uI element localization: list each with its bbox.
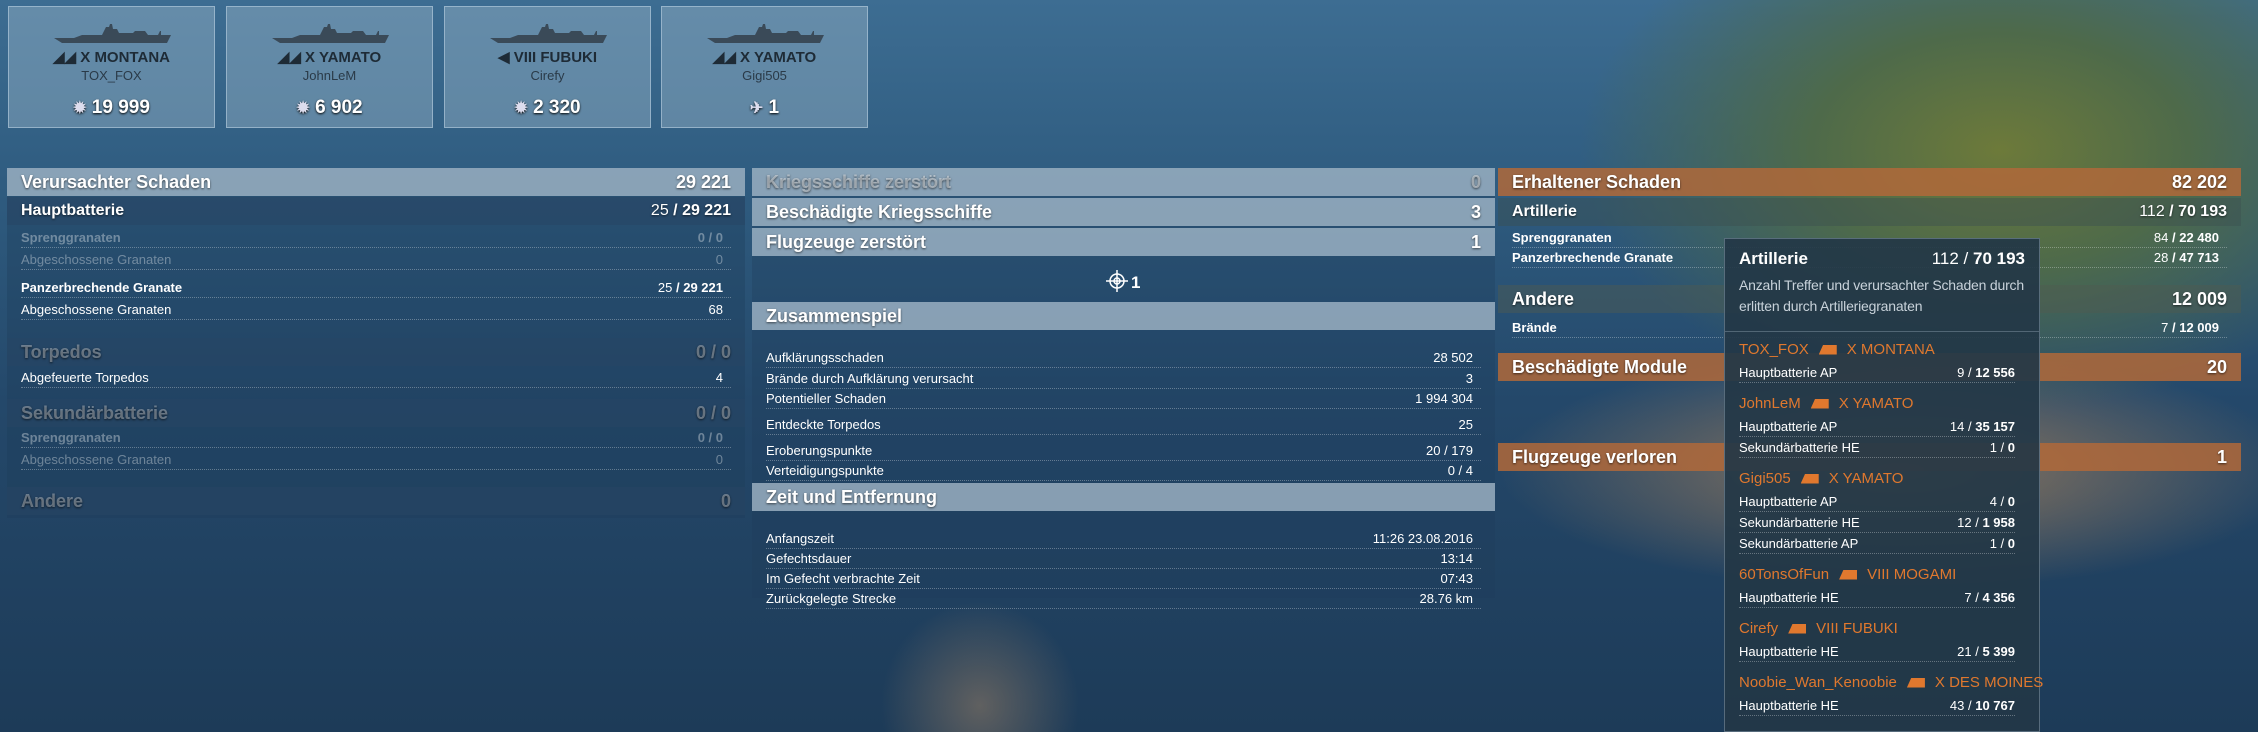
tooltip-player: Gigi505 X YAMATO <box>1739 470 1904 487</box>
ship-class-icon <box>1810 398 1829 409</box>
ship-silhouette-icon <box>272 24 389 43</box>
tooltip-row: Hauptbatterie AP 9 / 12 556 <box>1739 363 2015 383</box>
planes-destroyed-row: Flugzeuge zerstört 1 <box>752 228 1495 256</box>
ship-silhouette-icon <box>707 24 824 43</box>
secondary-header: Sekundärbatterie 0 / 0 <box>7 399 745 427</box>
sec-he-row: Sprenggranaten 0 / 0 <box>21 428 731 448</box>
damage-burst-icon: ✹ <box>73 100 87 117</box>
teamplay-row: Aufklärungsschaden 28 502 <box>766 348 1481 368</box>
player-name: TOX_FOX <box>81 68 142 83</box>
ship-name: ◀ VIII FUBUKI <box>497 49 598 66</box>
teamplay-row: Entdeckte Torpedos 25 <box>766 415 1481 435</box>
combat-panel: Kriegsschiffe zerstört 0 Beschädigte Krie… <box>752 168 1495 609</box>
ship-class-icon: ◢◢ <box>53 49 77 66</box>
ships-damaged-row: Beschädigte Kriegsschiffe 3 <box>752 198 1495 226</box>
damage-burst-icon: ✹ <box>296 100 310 117</box>
ribbon-stat: ✈ 1 <box>749 97 780 118</box>
damage-dealt-panel: Verursachter Schaden 29 221 Hauptbatterie… <box>7 168 745 518</box>
value: 25 / 29 221 <box>650 202 731 219</box>
teamplay-row: Eroberungspunkte 20 / 179 <box>766 441 1481 461</box>
ship-class-icon <box>1788 623 1807 634</box>
damage-burst-icon: ✹ <box>514 100 528 117</box>
ribbon-card[interactable]: ◀ VIII FUBUKI Cirefy ✹ 2 320 <box>444 6 651 128</box>
ship-silhouette-icon <box>490 24 607 43</box>
label: Verursachter Schaden <box>21 171 212 192</box>
ap-fired-row: Abgeschossene Granaten 68 <box>21 300 731 320</box>
tooltip-player: JohnLeM X YAMATO <box>1739 395 1914 412</box>
tooltip-row: Hauptbatterie HE 21 / 5 399 <box>1739 642 2015 662</box>
value: 29 221 <box>675 171 731 192</box>
player-name: JohnLeM <box>302 68 357 83</box>
torpedo-fired-row: Abgefeuerte Torpedos 4 <box>21 368 731 388</box>
ship-name: ◢◢ X YAMATO <box>712 49 817 66</box>
ship-silhouette-icon <box>54 24 171 43</box>
artillery-row[interactable]: Artillerie 112 / 70 193 <box>1498 198 2241 226</box>
tooltip-row: Sekundärbatterie HE 12 / 1 958 <box>1739 513 2015 533</box>
ship-name: ◢◢ X YAMATO <box>277 49 382 66</box>
ribbon-stat: ✹ 2 320 <box>514 97 581 118</box>
player-name: Cirefy <box>530 68 565 83</box>
ship-class-icon: ◀ <box>497 49 510 66</box>
tooltip-row: Hauptbatterie HE 43 / 10 767 <box>1739 696 2015 716</box>
tooltip-description: Anzahl Treffer und verursachter Schaden … <box>1739 277 2024 314</box>
he-fired-row: Abgeschossene Granaten 0 <box>21 250 731 270</box>
ap-row: Panzerbrechende Granate 25 / 29 221 <box>21 278 731 298</box>
spotting-count: 1 <box>1131 273 1141 292</box>
ship-class-icon <box>1818 344 1837 355</box>
ship-class-icon: ◢◢ <box>712 49 736 66</box>
ribbon-stat: ✹ 6 902 <box>296 97 363 118</box>
background-ship <box>880 600 1080 732</box>
damage-received-header: Erhaltener Schaden 82 202 <box>1498 168 2241 196</box>
ship-name: ◢◢ X MONTANA <box>53 49 170 66</box>
tooltip-row: Hauptbatterie AP 4 / 0 <box>1739 492 2015 512</box>
sec-fired-row: Abgeschossene Granaten 0 <box>21 450 731 470</box>
main-battery-row: Hauptbatterie 25 / 29 221 <box>7 197 745 225</box>
crosshair-icon <box>1106 270 1128 292</box>
tooltip-row: Hauptbatterie AP 14 / 35 157 <box>1739 417 2015 437</box>
tooltip-player: 60TonsOfFun VIII MOGAMI <box>1739 566 1957 583</box>
other-header: Andere 0 <box>7 487 745 515</box>
ribbon-card[interactable]: ◢◢ X MONTANA TOX_FOX ✹ 19 999 <box>8 6 215 128</box>
ribbon-stat: ✹ 19 999 <box>73 97 150 118</box>
damage-dealt-header: Verursachter Schaden 29 221 <box>7 168 745 196</box>
ribbon-card[interactable]: ◢◢ X YAMATO Gigi505 ✈ 1 <box>661 6 868 128</box>
ribbon-card[interactable]: ◢◢ X YAMATO JohnLeM ✹ 6 902 <box>226 6 433 128</box>
spotting-ribbon: 1 <box>1105 269 1140 293</box>
time-row: Im Gefecht verbrachte Zeit 07:43 <box>766 569 1481 589</box>
player-name: Gigi505 <box>742 68 787 83</box>
tooltip-player: TOX_FOX X MONTANA <box>1739 341 1935 358</box>
ship-class-icon <box>1839 569 1858 580</box>
teamplay-row: Potentieller Schaden 1 994 304 <box>766 389 1481 409</box>
ship-class-icon: ◢◢ <box>277 49 301 66</box>
divider <box>1725 331 2039 332</box>
label: Hauptbatterie <box>21 202 125 219</box>
plane-shot-down-icon: ✈ <box>749 100 764 117</box>
he-row: Sprenggranaten 0 / 0 <box>21 228 731 248</box>
tooltip-player: Noobie_Wan_Kenoobie X DES MOINES <box>1739 674 2044 691</box>
tooltip-row: Hauptbatterie HE 7 / 4 356 <box>1739 588 2015 608</box>
time-row: Zurückgelegte Strecke 28.76 km <box>766 589 1481 609</box>
tooltip-row: Sekundärbatterie AP 1 / 0 <box>1739 534 2015 554</box>
teamplay-header: Zusammenspiel <box>752 302 1495 330</box>
teamplay-row: Brände durch Aufklärung verursacht 3 <box>766 369 1481 389</box>
teamplay-row: Verteidigungspunkte 0 / 4 <box>766 461 1481 481</box>
ships-destroyed-row: Kriegsschiffe zerstört 0 <box>752 168 1495 196</box>
artillery-tooltip: Artillerie 112 / 70 193 Anzahl Treffer un… <box>1724 238 2044 732</box>
time-header: Zeit und Entfernung <box>752 483 1495 511</box>
tooltip-player: Cirefy VIII FUBUKI <box>1739 620 1898 637</box>
ship-class-icon <box>1906 677 1925 688</box>
torpedo-header: Torpedos 0 / 0 <box>7 338 745 366</box>
time-row: Anfangszeit 11:26 23.08.2016 <box>766 529 1481 549</box>
tooltip-header: Artillerie 112 / 70 193 <box>1739 249 2025 268</box>
tooltip-row: Sekundärbatterie HE 1 / 0 <box>1739 438 2015 458</box>
time-row: Gefechtsdauer 13:14 <box>766 549 1481 569</box>
ship-class-icon <box>1800 473 1819 484</box>
